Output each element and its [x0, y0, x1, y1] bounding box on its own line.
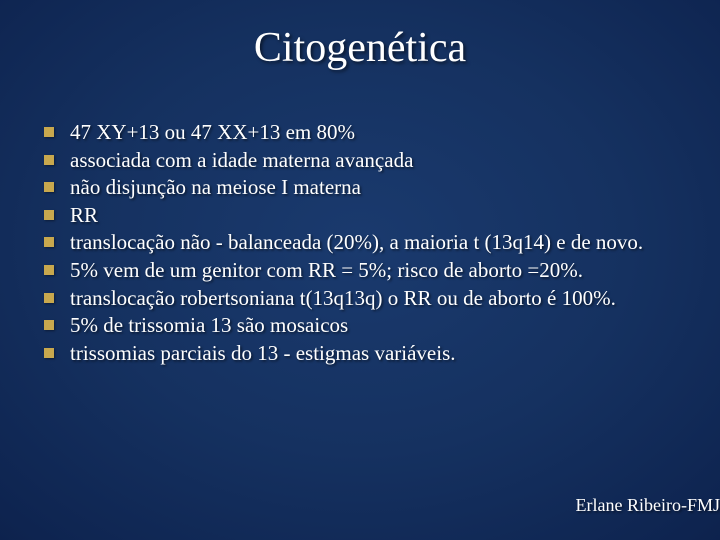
list-item: associada com a idade materna avançada	[40, 148, 700, 174]
bullet-text: 5% vem de um genitor com RR = 5%; risco …	[70, 258, 583, 282]
list-item: não disjunção na meiose I materna	[40, 175, 700, 201]
list-item: 5% vem de um genitor com RR = 5%; risco …	[40, 258, 700, 284]
bullet-list: 47 XY+13 ou 47 XX+13 em 80% associada co…	[12, 120, 708, 366]
bullet-text: translocação não - balanceada (20%), a m…	[70, 230, 643, 254]
bullet-text: trissomias parciais do 13 - estigmas var…	[70, 341, 456, 365]
bullet-text: não disjunção na meiose I materna	[70, 175, 361, 199]
bullet-text: associada com a idade materna avançada	[70, 148, 413, 172]
bullet-text: translocação robertsoniana t(13q13q) o R…	[70, 286, 616, 310]
list-item: 47 XY+13 ou 47 XX+13 em 80%	[40, 120, 700, 146]
list-item: trissomias parciais do 13 - estigmas var…	[40, 341, 700, 367]
bullet-text: RR	[70, 203, 98, 227]
list-item: translocação robertsoniana t(13q13q) o R…	[40, 286, 700, 312]
list-item: RR	[40, 203, 700, 229]
footer-credit: Erlane Ribeiro-FMJ	[576, 495, 720, 516]
bullet-text: 47 XY+13 ou 47 XX+13 em 80%	[70, 120, 355, 144]
bullet-text: 5% de trissomia 13 são mosaicos	[70, 313, 348, 337]
list-item: 5% de trissomia 13 são mosaicos	[40, 313, 700, 339]
slide: Citogenética 47 XY+13 ou 47 XX+13 em 80%…	[0, 0, 720, 540]
slide-title: Citogenética	[12, 24, 708, 72]
list-item: translocação não - balanceada (20%), a m…	[40, 230, 700, 256]
